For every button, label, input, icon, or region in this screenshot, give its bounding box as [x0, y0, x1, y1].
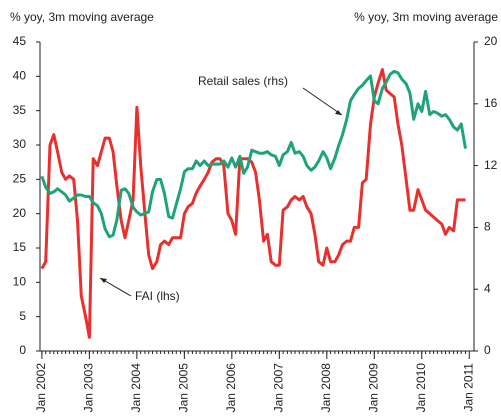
y-tick-label: 35: [13, 103, 27, 117]
y-tick-label: 20: [13, 206, 27, 220]
y-tick-label: 0: [19, 343, 26, 357]
x-tick-label: Jan 2008: [319, 363, 333, 413]
annotation-arrow: [302, 87, 343, 116]
x-tick-label: Jan 2009: [366, 363, 380, 413]
y-tick-label: 5: [19, 309, 26, 323]
y-tick-label: 25: [13, 172, 27, 186]
y2-tick-label: 4: [484, 281, 491, 295]
y-tick-label: 45: [13, 34, 27, 48]
x-tick-label: Jan 2010: [414, 363, 428, 413]
x-tick-label: Jan 2005: [177, 363, 191, 413]
x-tick-label: Jan 2011: [461, 363, 475, 412]
series-line: [40, 68, 466, 339]
annotation: Retail sales (rhs): [198, 74, 288, 88]
y2-tick-label: 0: [484, 343, 491, 357]
x-tick-label: Jan 2004: [129, 363, 143, 413]
annotation-arrowhead: [100, 278, 107, 283]
y2-tick-label: 8: [484, 220, 491, 234]
y-tick-label: 40: [13, 69, 27, 83]
y2-tick-label: 16: [484, 96, 498, 110]
x-tick-label: Jan 2007: [271, 363, 285, 413]
y-tick-label: 10: [13, 275, 27, 289]
series-line: [40, 69, 467, 239]
x-tick-label: Jan 2002: [34, 363, 48, 413]
y-tick-label: 30: [13, 137, 27, 151]
y-tick-label: 15: [13, 240, 27, 254]
annotation: FAI (lhs): [135, 289, 180, 303]
y2-tick-label: 20: [484, 34, 498, 48]
annotation-arrowhead: [335, 110, 342, 115]
y-axis-label: % yoy, 3m moving average: [10, 10, 154, 24]
y2-axis-label: % yoy, 3m moving average: [354, 10, 498, 24]
x-tick-label: Jan 2003: [82, 363, 96, 413]
x-tick-label: Jan 2006: [224, 363, 238, 413]
y2-tick-label: 12: [484, 158, 498, 172]
